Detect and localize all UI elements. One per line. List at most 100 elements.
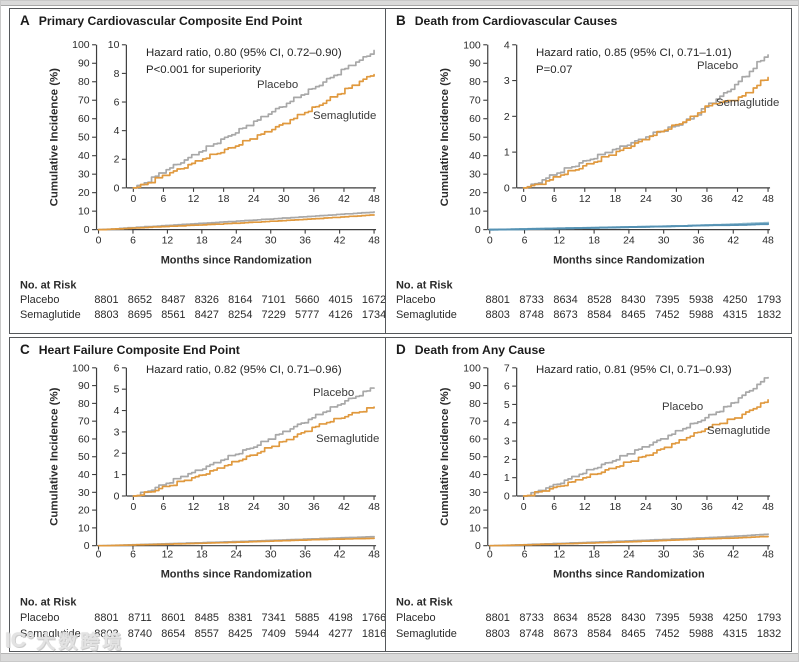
- svg-text:4315: 4315: [723, 309, 747, 321]
- placebo-main-curve: [488, 533, 769, 547]
- curves: [488, 54, 770, 231]
- svg-text:5944: 5944: [295, 628, 319, 640]
- svg-text:10: 10: [78, 523, 90, 534]
- svg-text:12: 12: [162, 236, 174, 247]
- svg-text:8803: 8803: [94, 628, 118, 640]
- svg-text:18: 18: [588, 550, 600, 561]
- svg-text:50: 50: [78, 452, 90, 463]
- hazard-ratio-annotation: Hazard ratio, 0.82 (95% CI, 0.71–0.96): [146, 362, 342, 379]
- svg-text:60: 60: [78, 434, 90, 445]
- placebo-inset-curve: [132, 387, 375, 497]
- svg-text:0: 0: [521, 502, 527, 513]
- semaglutide-inset-curve: [522, 76, 769, 189]
- svg-text:7395: 7395: [655, 612, 679, 624]
- svg-text:1832: 1832: [757, 309, 781, 321]
- svg-text:7409: 7409: [262, 628, 286, 640]
- svg-text:4: 4: [114, 126, 120, 137]
- svg-text:12: 12: [162, 550, 174, 561]
- svg-text:1766: 1766: [362, 612, 385, 624]
- placebo-main-curve: [97, 211, 375, 231]
- semaglutide-main-curve: [488, 535, 769, 547]
- svg-text:30: 30: [278, 194, 290, 205]
- svg-text:24: 24: [640, 502, 652, 513]
- svg-text:48: 48: [762, 194, 774, 205]
- watermark-text: 大数跨境: [36, 632, 125, 653]
- svg-text:8748: 8748: [519, 628, 543, 640]
- svg-text:24: 24: [230, 236, 242, 247]
- svg-text:5885: 5885: [295, 612, 319, 624]
- placebo-curve-label: Placebo: [257, 79, 299, 91]
- svg-text:1734: 1734: [362, 309, 385, 321]
- svg-text:Placebo: Placebo: [396, 294, 436, 306]
- svg-text:8634: 8634: [553, 612, 577, 624]
- svg-text:5660: 5660: [295, 294, 319, 306]
- svg-text:8803: 8803: [486, 309, 510, 321]
- panel-title: D Death from Any Cause: [396, 342, 545, 357]
- risk-table: No. at Risk Placebo 8801 8711 8601 8485 8381 73…: [20, 596, 385, 640]
- svg-text:80: 80: [469, 77, 481, 88]
- svg-text:30: 30: [658, 550, 670, 561]
- svg-text:48: 48: [762, 550, 774, 561]
- svg-text:4315: 4315: [723, 628, 747, 640]
- semaglutide-curve-label: Semaglutide: [316, 433, 380, 445]
- svg-text:40: 40: [469, 470, 481, 481]
- panel-title-text: Death from Any Cause: [414, 343, 546, 357]
- hazard-ratio-line: Hazard ratio, 0.81 (95% CI, 0.71–0.93): [536, 364, 732, 376]
- svg-text:5988: 5988: [689, 309, 713, 321]
- svg-text:0: 0: [475, 541, 481, 552]
- svg-text:2: 2: [114, 449, 120, 460]
- svg-text:70: 70: [469, 96, 481, 107]
- svg-text:8254: 8254: [228, 309, 252, 321]
- svg-text:30: 30: [265, 236, 277, 247]
- svg-text:7452: 7452: [655, 628, 679, 640]
- hazard-ratio-line: Hazard ratio, 0.85 (95% CI, 0.71–1.01): [536, 47, 732, 59]
- svg-text:6: 6: [130, 236, 136, 247]
- svg-text:8561: 8561: [161, 309, 185, 321]
- svg-text:2: 2: [504, 112, 510, 123]
- svg-text:8711: 8711: [128, 612, 152, 624]
- svg-text:6: 6: [551, 194, 557, 205]
- svg-text:4198: 4198: [328, 612, 352, 624]
- svg-text:30: 30: [469, 488, 481, 499]
- svg-text:8485: 8485: [195, 612, 219, 624]
- svg-text:70: 70: [469, 417, 481, 428]
- svg-text:0: 0: [504, 491, 510, 502]
- hazard-ratio-line: Hazard ratio, 0.82 (95% CI, 0.71–0.96): [146, 364, 342, 376]
- watermark-logo: IC°: [5, 628, 35, 652]
- svg-text:5988: 5988: [689, 628, 713, 640]
- bottom-border-band: [1, 653, 798, 661]
- svg-text:42: 42: [338, 194, 350, 205]
- semaglutide-inset-curve: [132, 73, 375, 189]
- svg-text:6: 6: [114, 98, 120, 109]
- svg-text:36: 36: [308, 194, 320, 205]
- risk-table: No. at Risk Placebo 8801 8733 8634 8528 8430 73…: [396, 596, 781, 640]
- svg-text:30: 30: [469, 170, 481, 181]
- svg-text:42: 42: [727, 550, 739, 561]
- svg-text:18: 18: [218, 502, 230, 513]
- svg-text:7101: 7101: [262, 294, 286, 306]
- semaglutide-main-curve: [97, 537, 375, 547]
- svg-text:1: 1: [504, 473, 510, 484]
- risk-table: No. at Risk Placebo 8801 8733 8634 8528 8430 73…: [396, 279, 781, 321]
- svg-text:10: 10: [108, 40, 120, 51]
- panel-d-death-any-cause: D Death from Any Cause Hazard ratio, 0.8…: [385, 337, 792, 652]
- svg-text:8748: 8748: [519, 309, 543, 321]
- svg-text:40: 40: [469, 151, 481, 162]
- svg-text:36: 36: [693, 550, 705, 561]
- svg-text:No. at Risk: No. at Risk: [396, 596, 454, 608]
- svg-text:80: 80: [469, 399, 481, 410]
- svg-text:0: 0: [475, 225, 481, 236]
- risk-table: No. at Risk Placebo 8801 8652 8487 8326 8164 71…: [20, 279, 385, 321]
- svg-text:0: 0: [130, 502, 136, 513]
- svg-text:12: 12: [188, 194, 200, 205]
- svg-text:No. at Risk: No. at Risk: [396, 279, 454, 291]
- svg-text:8465: 8465: [621, 628, 645, 640]
- svg-text:90: 90: [78, 59, 90, 70]
- svg-text:42: 42: [732, 194, 744, 205]
- x-axis-label: Months since Randomization: [553, 254, 705, 266]
- svg-text:3: 3: [504, 76, 510, 87]
- svg-text:24: 24: [640, 194, 652, 205]
- svg-text:36: 36: [308, 502, 320, 513]
